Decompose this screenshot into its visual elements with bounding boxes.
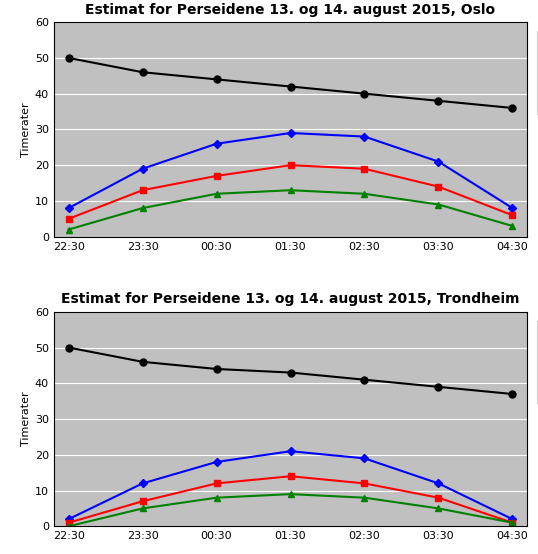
Line: Dårlige: Dårlige — [65, 491, 516, 530]
Line: Middels: Middels — [66, 474, 515, 526]
Middels — [287, 473, 294, 480]
Line: Middels: Middels — [66, 162, 515, 222]
Dårlige — [435, 201, 442, 208]
Middels — [139, 187, 146, 193]
Optimale — [139, 166, 146, 172]
Optimale — [139, 480, 146, 487]
Middels — [509, 212, 515, 219]
Dårlige — [213, 191, 220, 197]
Optimale — [213, 459, 220, 465]
Middels — [287, 162, 294, 168]
Optimale — [213, 140, 220, 147]
Optimale — [362, 455, 368, 461]
ZHR — [287, 83, 294, 90]
Optimale — [287, 130, 294, 136]
Optimale — [66, 205, 72, 212]
Dårlige — [66, 226, 72, 233]
Middels — [213, 480, 220, 487]
Line: ZHR: ZHR — [65, 344, 516, 397]
Title: Estimat for Perseidene 13. og 14. august 2015, Trondheim: Estimat for Perseidene 13. og 14. august… — [61, 293, 520, 306]
ZHR — [509, 391, 515, 397]
Optimale — [509, 205, 515, 212]
Line: Dårlige: Dårlige — [65, 187, 516, 233]
Middels — [362, 166, 368, 172]
Middels — [435, 183, 442, 190]
ZHR — [362, 90, 368, 97]
Dårlige — [435, 505, 442, 512]
ZHR — [362, 376, 368, 383]
ZHR — [139, 358, 146, 365]
Optimale — [435, 480, 442, 487]
Title: Estimat for Perseidene 13. og 14. august 2015, Oslo: Estimat for Perseidene 13. og 14. august… — [86, 3, 495, 17]
ZHR — [435, 383, 442, 390]
Dårlige — [287, 491, 294, 497]
ZHR — [213, 366, 220, 372]
Middels — [509, 520, 515, 526]
Middels — [435, 494, 442, 501]
Optimale — [287, 448, 294, 454]
ZHR — [66, 344, 72, 351]
Line: Optimale: Optimale — [66, 448, 515, 522]
Dårlige — [287, 187, 294, 193]
Optimale — [362, 134, 368, 140]
ZHR — [435, 98, 442, 104]
Y-axis label: Timerater: Timerater — [20, 392, 31, 447]
Middels — [66, 216, 72, 222]
Dårlige — [213, 494, 220, 501]
Middels — [139, 498, 146, 505]
ZHR — [66, 55, 72, 61]
Dårlige — [66, 523, 72, 530]
Y-axis label: Timerater: Timerater — [20, 102, 31, 157]
ZHR — [509, 105, 515, 111]
Optimale — [509, 516, 515, 522]
Dårlige — [139, 205, 146, 212]
Optimale — [66, 516, 72, 522]
Dårlige — [139, 505, 146, 512]
Dårlige — [509, 223, 515, 229]
Dårlige — [362, 191, 368, 197]
ZHR — [139, 69, 146, 75]
Line: ZHR: ZHR — [65, 54, 516, 111]
Dårlige — [362, 494, 368, 501]
Middels — [213, 173, 220, 179]
Middels — [362, 480, 368, 487]
ZHR — [213, 76, 220, 83]
Line: Optimale: Optimale — [66, 130, 515, 211]
Optimale — [435, 158, 442, 165]
ZHR — [287, 369, 294, 376]
Middels — [66, 520, 72, 526]
Dårlige — [509, 520, 515, 526]
